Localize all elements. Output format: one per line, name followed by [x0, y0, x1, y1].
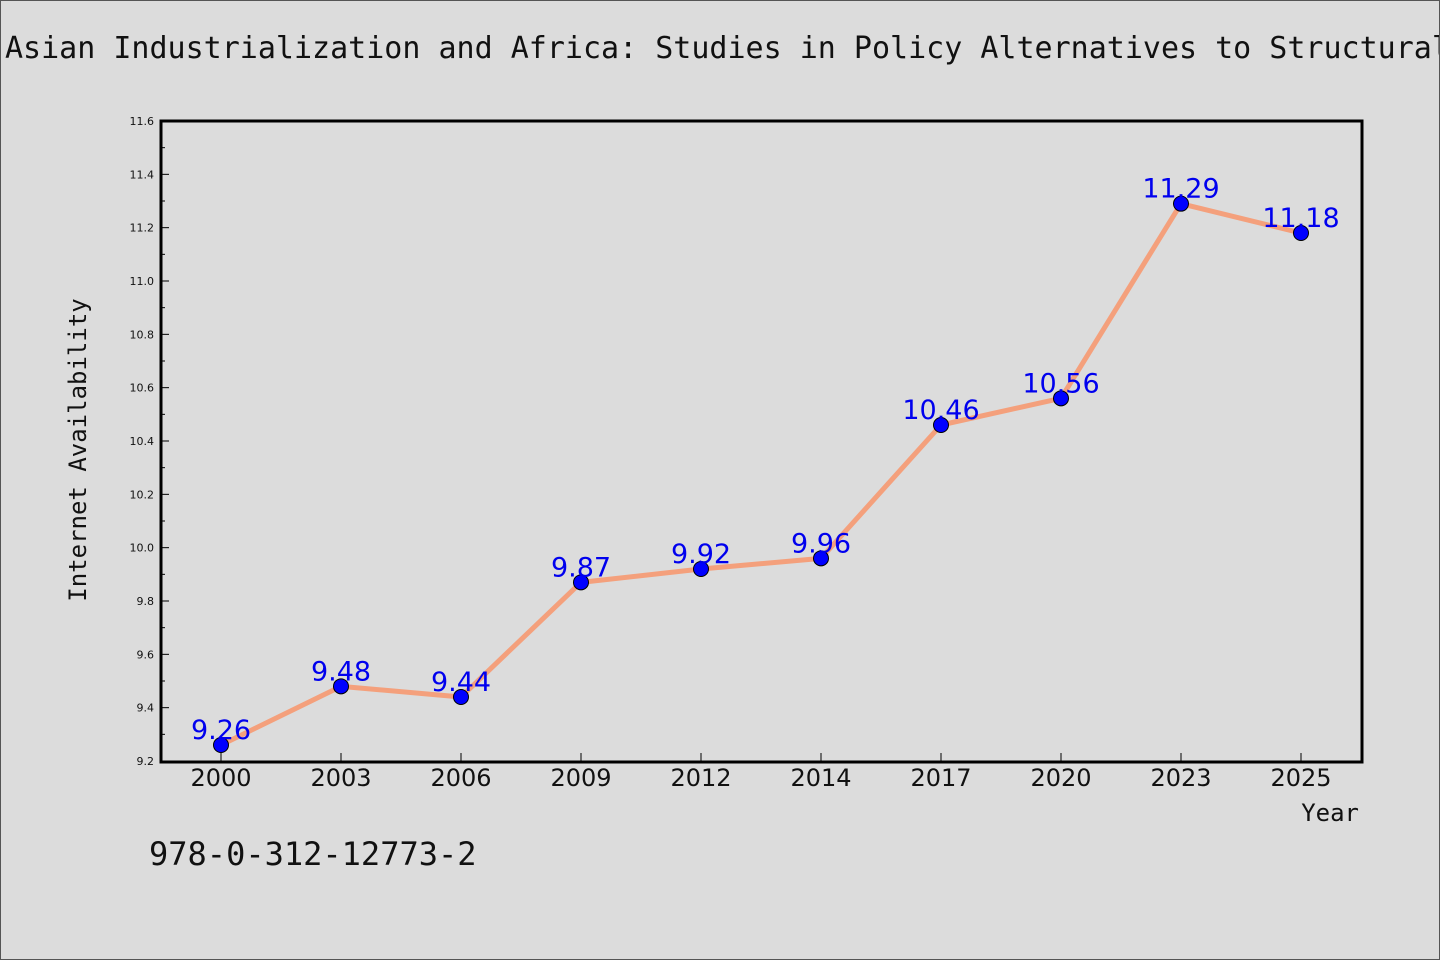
data-label: 9.87: [551, 552, 611, 583]
x-tick-label: 2006: [430, 764, 491, 792]
data-point: [1053, 390, 1069, 407]
data-point: [453, 689, 469, 705]
x-tick-label: 2025: [1270, 764, 1331, 792]
y-tick-label: 9.6: [137, 648, 155, 661]
y-tick-label: 9.8: [137, 595, 155, 608]
x-tick-label: 2012: [670, 764, 731, 792]
x-tick-label: 2023: [1150, 764, 1211, 792]
y-tick-label: 11.2: [130, 222, 155, 235]
x-tick-label: 2000: [190, 764, 251, 792]
data-label: 10.56: [1022, 368, 1099, 399]
x-tick-label: 2003: [310, 764, 371, 792]
data-point: [933, 417, 949, 433]
data-label: 9.26: [191, 715, 251, 746]
y-tick-label: 10.2: [130, 488, 155, 501]
y-tick-label: 9.2: [137, 755, 155, 768]
series-line: [218, 201, 1304, 748]
data-point: [213, 737, 229, 753]
y-tick-label: 11.0: [130, 275, 155, 288]
data-point: [1173, 195, 1189, 212]
data-point: [693, 561, 709, 577]
data-label: 9.92: [671, 539, 731, 570]
x-tick-label: 2014: [790, 764, 851, 792]
y-tick-label: 11.4: [130, 168, 155, 181]
chart-title: Asian Industrialization and Africa: Stud…: [5, 31, 1440, 66]
data-label: 9.96: [791, 528, 851, 559]
y-tick-label: 10.8: [130, 328, 155, 341]
data-label: 11.29: [1142, 174, 1219, 205]
data-label: 10.46: [902, 395, 979, 426]
y-tick-label: 10.6: [130, 382, 155, 395]
data-point: [1293, 225, 1309, 241]
data-point: [333, 678, 349, 695]
data-point: [573, 574, 589, 591]
x-tick-label: 2017: [910, 764, 971, 792]
x-tick-label: 2020: [1030, 764, 1091, 792]
data-label: 9.48: [311, 656, 371, 687]
data-point: [813, 550, 829, 567]
data-label: 9.44: [431, 667, 491, 698]
y-tick-label: 10.0: [130, 542, 155, 555]
y-axis-label: Internet Availability: [64, 298, 92, 601]
data-label: 11.18: [1262, 203, 1339, 234]
isbn-text: 978-0-312-12773-2: [149, 835, 477, 873]
y-tick-label: 10.4: [130, 435, 155, 448]
y-tick-label: 9.4: [137, 702, 155, 715]
x-axis-label: Year: [1301, 799, 1359, 827]
x-tick-label: 2009: [550, 764, 611, 792]
y-tick-label: 11.6: [130, 115, 155, 128]
plot-area-border: [159, 119, 1364, 764]
